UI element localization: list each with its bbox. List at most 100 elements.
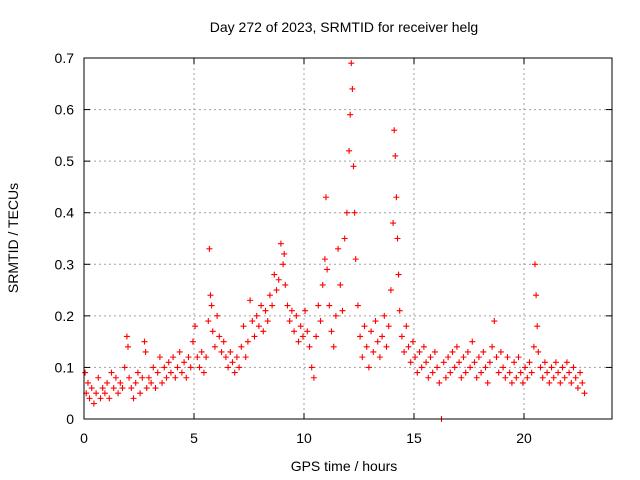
data-point	[403, 323, 410, 330]
data-point	[497, 348, 504, 355]
data-point	[469, 338, 476, 345]
data-point	[500, 364, 507, 371]
data-point	[442, 374, 449, 381]
data-point	[557, 379, 564, 386]
data-point	[391, 127, 398, 134]
data-point	[393, 194, 400, 201]
data-point	[101, 390, 108, 397]
data-point	[361, 323, 368, 330]
data-point	[376, 354, 383, 361]
data-point	[478, 369, 485, 376]
plot-frame	[83, 57, 613, 420]
data-point	[286, 318, 293, 325]
data-point	[401, 348, 408, 355]
y-axis-label: SRMTID / TECUs	[5, 183, 21, 293]
data-point	[473, 374, 480, 381]
data-point	[315, 302, 322, 309]
data-point	[429, 369, 436, 376]
data-point	[561, 374, 568, 381]
data-point	[134, 369, 141, 376]
data-point	[165, 359, 172, 366]
data-point	[139, 374, 146, 381]
data-point	[284, 302, 291, 309]
data-point	[99, 385, 106, 392]
data-point	[189, 338, 196, 345]
x-tick-label: 20	[516, 430, 532, 446]
data-point	[214, 312, 221, 319]
data-point	[293, 312, 300, 319]
data-point	[178, 369, 185, 376]
data-point	[504, 354, 511, 361]
data-point	[198, 348, 205, 355]
data-point	[266, 292, 273, 299]
data-point	[379, 333, 386, 340]
data-point	[141, 338, 148, 345]
data-point	[97, 395, 104, 402]
data-point	[449, 348, 456, 355]
x-tick-label: 15	[406, 430, 422, 446]
x-tick-label: 0	[80, 430, 88, 446]
data-point	[482, 364, 489, 371]
data-point	[412, 354, 419, 361]
data-point	[392, 152, 399, 159]
data-point	[238, 343, 245, 350]
data-point	[533, 292, 540, 299]
data-point	[423, 359, 430, 366]
data-point	[522, 364, 529, 371]
data-point	[308, 364, 315, 371]
data-point	[539, 374, 546, 381]
data-point	[216, 333, 223, 340]
data-point	[172, 374, 179, 381]
data-point	[282, 281, 289, 288]
data-point	[148, 379, 155, 386]
data-point	[95, 374, 102, 381]
data-point	[566, 369, 573, 376]
data-point	[324, 266, 331, 273]
data-point	[291, 328, 298, 335]
data-point	[220, 338, 227, 345]
data-point	[86, 395, 93, 402]
data-point	[541, 359, 548, 366]
data-point	[317, 318, 324, 325]
data-point	[420, 343, 427, 350]
data-point	[407, 359, 414, 366]
data-point	[332, 312, 339, 319]
data-point	[258, 302, 265, 309]
data-point	[425, 374, 432, 381]
data-point	[489, 343, 496, 350]
data-point	[321, 256, 328, 263]
data-point	[343, 209, 350, 216]
data-point	[123, 333, 130, 340]
data-point	[363, 343, 370, 350]
data-point	[132, 379, 139, 386]
data-point	[530, 343, 537, 350]
data-point	[574, 385, 581, 392]
data-point	[174, 364, 181, 371]
data-point	[456, 359, 463, 366]
data-point	[209, 328, 216, 335]
data-point	[251, 333, 258, 340]
data-point	[570, 364, 577, 371]
data-point	[394, 235, 401, 242]
data-point	[555, 369, 562, 376]
data-point	[414, 369, 421, 376]
y-tick-label: 0.5	[55, 153, 75, 169]
data-point	[552, 359, 559, 366]
data-point	[511, 359, 518, 366]
data-point	[310, 374, 317, 381]
data-point	[339, 307, 346, 314]
data-point	[352, 256, 359, 263]
data-point	[255, 323, 262, 330]
data-point	[233, 354, 240, 361]
data-point	[519, 379, 526, 386]
data-point	[326, 302, 333, 309]
data-point	[104, 379, 111, 386]
data-point	[462, 369, 469, 376]
data-point	[205, 318, 212, 325]
x-axis-label: GPS time / hours	[291, 458, 398, 474]
x-tick-label: 10	[296, 430, 312, 446]
data-point	[447, 369, 454, 376]
data-point	[297, 323, 304, 330]
data-point	[125, 343, 131, 350]
data-point	[515, 354, 522, 361]
